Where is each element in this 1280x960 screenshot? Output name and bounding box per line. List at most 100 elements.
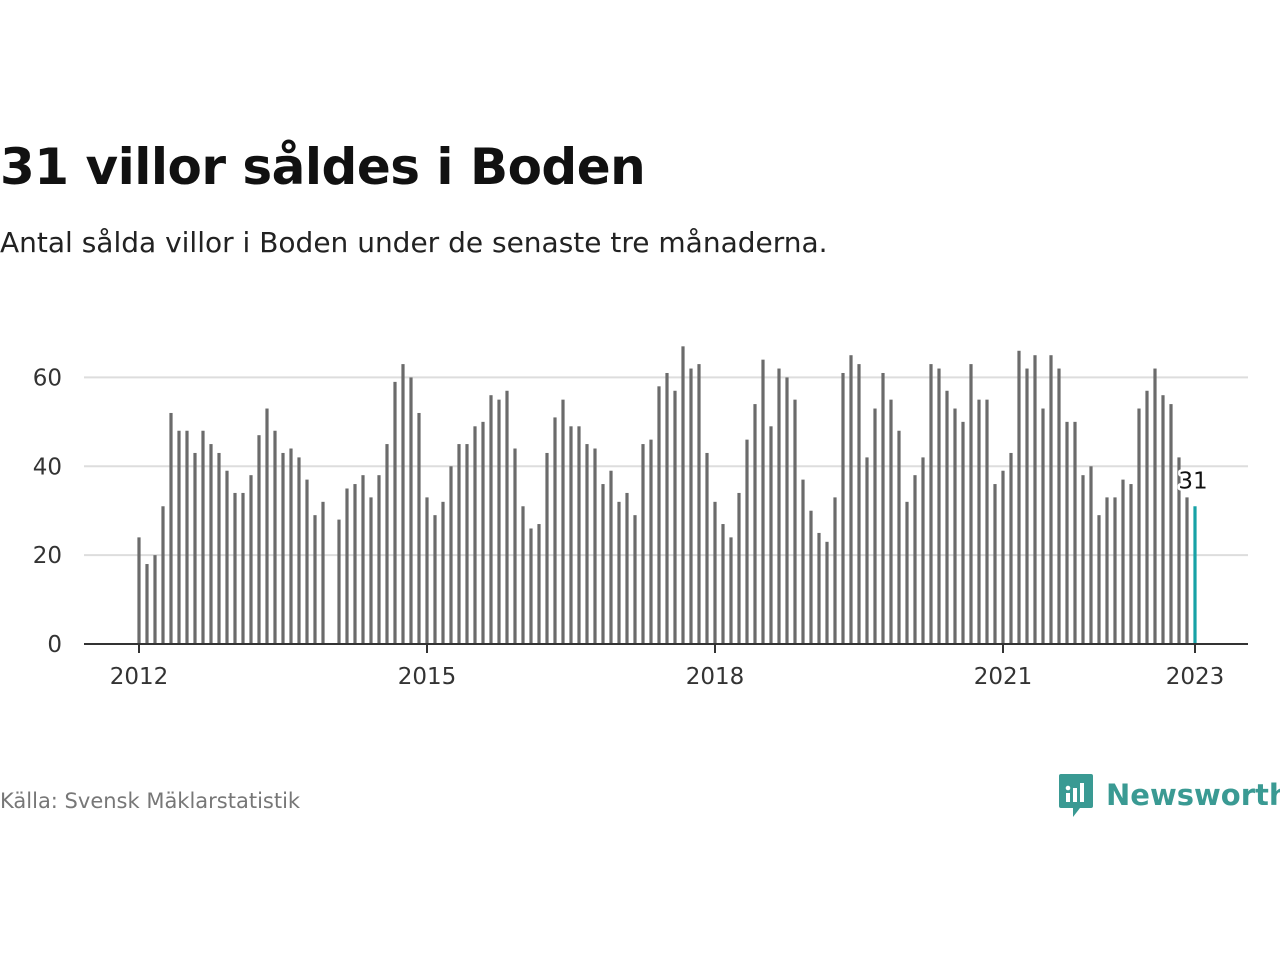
bar: [1161, 395, 1165, 644]
bar: [1137, 408, 1141, 644]
bar: [1113, 497, 1117, 644]
bar: [633, 515, 637, 644]
bar: [993, 484, 997, 644]
bar: [305, 479, 309, 644]
bar: [745, 439, 749, 644]
x-tick-label: 2015: [398, 664, 457, 690]
bar: [729, 537, 733, 644]
bar: [177, 430, 181, 644]
bar: [481, 421, 485, 644]
bar: [761, 359, 765, 644]
bar: [769, 426, 773, 644]
x-tick-label: 2021: [974, 664, 1033, 690]
bar: [777, 368, 781, 644]
bar: [1065, 421, 1069, 644]
bar: [273, 430, 277, 644]
bar: [345, 488, 349, 644]
bar: [209, 444, 213, 644]
source-note: Källa: Svensk Mäklarstatistik: [0, 789, 301, 813]
bar: [1145, 390, 1149, 644]
bar: [1081, 475, 1085, 644]
bar: [369, 497, 373, 644]
bar: [1001, 470, 1005, 644]
bar: [945, 390, 949, 644]
bar: [489, 395, 493, 644]
bar: [377, 475, 381, 644]
bar: [513, 448, 517, 644]
bar: [1169, 404, 1173, 644]
bar: [385, 444, 389, 644]
y-tick-label: 40: [33, 454, 62, 480]
x-tick-label: 2023: [1166, 664, 1225, 690]
bar: [409, 377, 413, 644]
bar: [441, 501, 445, 644]
bar: [969, 364, 973, 644]
bar: [249, 475, 253, 644]
bar: [985, 399, 989, 644]
bar: [1033, 355, 1037, 644]
page-title: 31 villor såldes i Boden: [0, 138, 646, 196]
bar: [1041, 408, 1045, 644]
bar: [297, 457, 301, 644]
bar: [833, 497, 837, 644]
bar: [449, 466, 453, 644]
bar: [337, 519, 341, 644]
bar: [265, 408, 269, 644]
bar: [657, 386, 661, 644]
bar: [201, 430, 205, 644]
bar: [937, 368, 941, 644]
bar: [649, 439, 653, 644]
bar: [689, 368, 693, 644]
bar: [889, 399, 893, 644]
bar: [169, 412, 173, 644]
bar: [433, 515, 437, 644]
bar: [593, 448, 597, 644]
bar: [921, 457, 925, 644]
bar: [609, 470, 613, 644]
bar: [1089, 466, 1093, 644]
bar: [473, 426, 477, 644]
bar: [393, 381, 397, 644]
bar: [681, 346, 685, 644]
bar: [913, 475, 917, 644]
bar: [553, 417, 557, 644]
page-subtitle: Antal sålda villor i Boden under de sena…: [0, 226, 828, 259]
bar: [673, 390, 677, 644]
bar: [313, 515, 317, 644]
bar: [1025, 368, 1029, 644]
bar: [1017, 350, 1021, 644]
bar: [137, 537, 141, 644]
bar: [465, 444, 469, 644]
bar: [561, 399, 565, 644]
bar: [577, 426, 581, 644]
bar: [161, 506, 165, 644]
bar: [1177, 457, 1181, 644]
brand-name: Newsworthy: [1106, 778, 1280, 812]
bar: [529, 528, 533, 644]
bar: [817, 532, 821, 644]
bar: [1097, 515, 1101, 644]
bar: [601, 484, 605, 644]
bar: [713, 501, 717, 644]
brand-logo[interactable]: Newsworthy: [1058, 772, 1280, 818]
y-tick-label: 20: [33, 543, 62, 569]
y-tick-label: 0: [47, 632, 62, 658]
bar: [457, 444, 461, 644]
bar: [545, 452, 549, 644]
bar: [873, 408, 877, 644]
bar: [705, 452, 709, 644]
bar: [897, 430, 901, 644]
bar: [569, 426, 573, 644]
bar: [225, 470, 229, 644]
bar: [697, 364, 701, 644]
bar-highlight: [1193, 506, 1197, 644]
bar: [401, 364, 405, 644]
bar: [961, 421, 965, 644]
bar: [217, 452, 221, 644]
x-axis: 2012 2015 2018 2021 2023: [84, 643, 1248, 690]
bar: [537, 524, 541, 644]
bar: [825, 541, 829, 644]
value-label: 31: [1178, 468, 1207, 494]
x-tick-label: 2018: [686, 664, 745, 690]
bar: [1057, 368, 1061, 644]
